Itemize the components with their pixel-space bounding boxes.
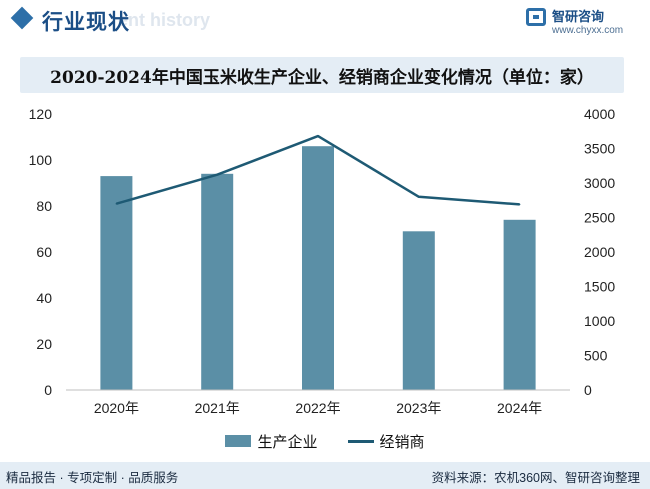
x-tick-label: 2021年 [195,400,240,416]
y-right-tick-label: 1500 [584,279,615,295]
y-right-tick-label: 2000 [584,244,615,260]
y-right-tick-label: 3000 [584,175,615,191]
logo-name: 智研咨询 [552,9,605,24]
legend-swatch-bar [225,435,252,447]
y-right-tick-label: 3500 [584,141,615,157]
y-right-tick-label: 1000 [584,313,615,329]
y-left-tick-label: 60 [36,244,52,260]
chart-title-banner: 2020-2024年中国玉米收生产企业、经销商企业变化情况（单位：家） [20,57,624,93]
chart-title: 2020-2024年中国玉米收生产企业、经销商企业变化情况（单位：家） [50,67,594,88]
footer-slogan: 精品报告 · 专项定制 · 品质服务 [6,471,179,485]
legend-item-bar: 生产企业 [225,431,318,452]
section-title: 行业现状 [42,11,130,34]
logo-icon [526,8,546,26]
line-point [317,135,319,137]
background-watermark-text: ent history [118,10,211,30]
y-left-tick-label: 40 [36,290,52,306]
x-tick-label: 2020年 [94,400,139,416]
bar [100,176,133,390]
line-point [216,173,218,176]
brand-logo: 智研咨询 www.chyxx.com [526,6,636,42]
x-tick-label: 2023年 [396,400,441,416]
y-right-tick-label: 4000 [584,106,615,122]
legend-label-line: 经销商 [379,433,425,451]
y-left-tick-label: 120 [29,106,53,122]
line-point [418,196,420,198]
y-left-tick-label: 80 [36,198,52,214]
y-left-tick-label: 20 [36,336,52,352]
bar [503,219,536,390]
logo-url: www.chyxx.com [552,25,624,36]
line-point [115,202,118,205]
line-point [518,203,521,206]
x-tick-label: 2024年 [497,400,542,416]
legend-label-bar: 生产企业 [257,433,318,451]
bar [302,146,334,390]
legend-swatch-line [347,439,374,443]
y-right-tick-label: 0 [584,382,592,398]
legend: 生产企业 经销商 [0,430,650,452]
y-right-tick-label: 2500 [584,210,615,226]
header: ent history 行业现状 智研咨询 www.chyxx.com [0,0,650,44]
y-right-tick-label: 500 [584,348,608,364]
x-tick-label: 2022年 [295,400,340,416]
legend-item-line: 经销商 [347,431,425,452]
bar [201,173,234,390]
footer-source: 资料来源：农机360网、智研咨询整理 [431,471,640,485]
y-left-tick-label: 0 [44,382,52,398]
bar [402,231,435,390]
footer-bar [0,462,650,489]
y-left-tick-label: 100 [29,152,53,168]
